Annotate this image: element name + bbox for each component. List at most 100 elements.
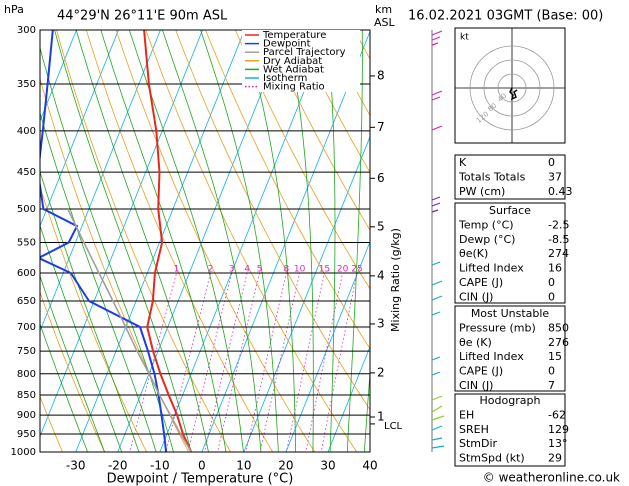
y-tick-label: 450 <box>17 167 36 178</box>
table-label: PW (cm) <box>459 185 505 198</box>
table-label: CAPE (J) <box>459 276 503 289</box>
table-value: 37 <box>548 170 562 183</box>
table-value: -2.5 <box>548 218 569 231</box>
table-label: Totals Totals <box>458 170 526 183</box>
table-value: 7 <box>548 379 555 392</box>
dry-adiabat <box>205 30 370 350</box>
date-label: 16.02.2021 03GMT (Base: 00) <box>408 9 603 24</box>
dry-adiabat <box>40 185 148 452</box>
x-tick-label: 20 <box>278 459 293 473</box>
table-label: EH <box>459 408 474 421</box>
dry-adiabat <box>234 30 370 290</box>
mixing-ratio-label: 8 <box>284 264 290 274</box>
hodograph-frame <box>454 27 566 144</box>
km-label: km <box>375 3 392 16</box>
km-tick-label: 4 <box>377 268 385 282</box>
chart-title: 44°29'N 26°11'E 90m ASL <box>57 9 228 24</box>
dry-adiabat <box>264 30 370 231</box>
table-label: StmDir <box>459 437 498 450</box>
wet-adiabat <box>75 30 209 452</box>
dry-adiabat <box>115 30 316 452</box>
table-title: Surface <box>489 204 531 217</box>
wind-barbs <box>431 30 445 452</box>
y-tick-label: 600 <box>17 268 36 279</box>
wet-adiabat <box>200 30 279 452</box>
isotherm <box>40 30 161 333</box>
wet-adiabat <box>286 30 314 452</box>
table-label: SREH <box>459 423 489 436</box>
mixing-ratio-axis-label: Mixing Ratio (g/kg) <box>389 228 402 332</box>
y-tick-label: 950 <box>17 429 36 440</box>
mixing-ratio-label: 15 <box>319 264 330 274</box>
table-label: CAPE (J) <box>459 365 503 378</box>
wet-adiabat <box>40 224 123 452</box>
x-tick-label: 40 <box>362 459 377 473</box>
km-tick-label: 8 <box>377 68 385 82</box>
y-tick-label: 750 <box>17 346 36 357</box>
legend-label: Dry Adiabat <box>263 56 322 67</box>
barb <box>431 196 441 213</box>
dry-adiabat <box>175 30 370 411</box>
hodograph-ring-label: 80 <box>486 102 498 114</box>
wet-adiabat <box>346 30 363 452</box>
table-value: 129 <box>548 423 569 436</box>
barb <box>431 30 443 46</box>
legend-box <box>242 30 360 92</box>
y-tick-label: 800 <box>17 369 36 380</box>
hodograph-ring <box>497 73 527 103</box>
legend-label: Dewpoint <box>263 39 311 50</box>
x-tick-label: -30 <box>66 459 86 473</box>
mixing-ratio-label: 5 <box>257 264 263 274</box>
wet-adiabat <box>40 274 106 452</box>
y-tick-label: 650 <box>17 296 36 307</box>
mixing-ratio-label: 4 <box>244 264 250 274</box>
wet-adiabat <box>100 30 227 452</box>
dry-adiabat <box>85 30 274 452</box>
km-tick-label: 5 <box>377 219 385 233</box>
x-tick-label: -20 <box>108 459 128 473</box>
wet-adiabat <box>128 30 244 452</box>
isotherm-grid-line <box>285 240 370 452</box>
isotherm <box>40 30 77 123</box>
legend-label: Mixing Ratio <box>263 82 325 93</box>
y-tick-label: 300 <box>17 25 36 36</box>
dry-adiabat <box>294 30 370 174</box>
wet-adiabat <box>363 367 370 452</box>
legend-label: Wet Adiabat <box>263 64 324 75</box>
y-tick-label: 550 <box>17 237 36 248</box>
dry-adiabat <box>145 30 358 452</box>
table-value: 16 <box>548 262 562 275</box>
hodograph-ring-label: 40 <box>496 92 508 104</box>
table-frame <box>454 202 566 304</box>
mixing-ratio-label: 2 <box>208 264 214 274</box>
table-label: CIN (J) <box>459 379 493 392</box>
footer: © weatheronline.co.uk <box>483 471 620 485</box>
y-axis-label: hPa <box>4 3 24 16</box>
table-frame <box>454 393 566 467</box>
barb <box>431 395 445 421</box>
isotherm <box>40 30 119 228</box>
x-tick-label: 10 <box>236 459 251 473</box>
km-tick-label: 6 <box>377 171 385 185</box>
y-tick-label: 900 <box>17 410 36 421</box>
mixing-ratio-label: 20 <box>337 264 349 274</box>
table-label: CIN (J) <box>459 290 493 303</box>
x-tick-label: -10 <box>150 459 170 473</box>
isotherm-grid-line <box>243 135 370 452</box>
isotherm <box>40 30 203 438</box>
table-value: 0 <box>548 290 555 303</box>
table-value: 13° <box>548 437 568 450</box>
dry-adiabat <box>40 395 63 452</box>
x-axis-label: Dewpoint / Temperature (°C) <box>107 472 294 486</box>
table-value: 0.43 <box>548 185 573 198</box>
table-value: 29 <box>548 452 562 465</box>
table-value: 0 <box>548 276 555 289</box>
profile-line <box>67 208 192 452</box>
mixing-ratio-label: 1 <box>174 264 180 274</box>
y-tick-label: 850 <box>17 390 36 401</box>
barb <box>431 425 445 449</box>
table-frame <box>454 154 566 200</box>
table-value: 0 <box>548 156 555 169</box>
hodograph-trace <box>509 87 518 101</box>
